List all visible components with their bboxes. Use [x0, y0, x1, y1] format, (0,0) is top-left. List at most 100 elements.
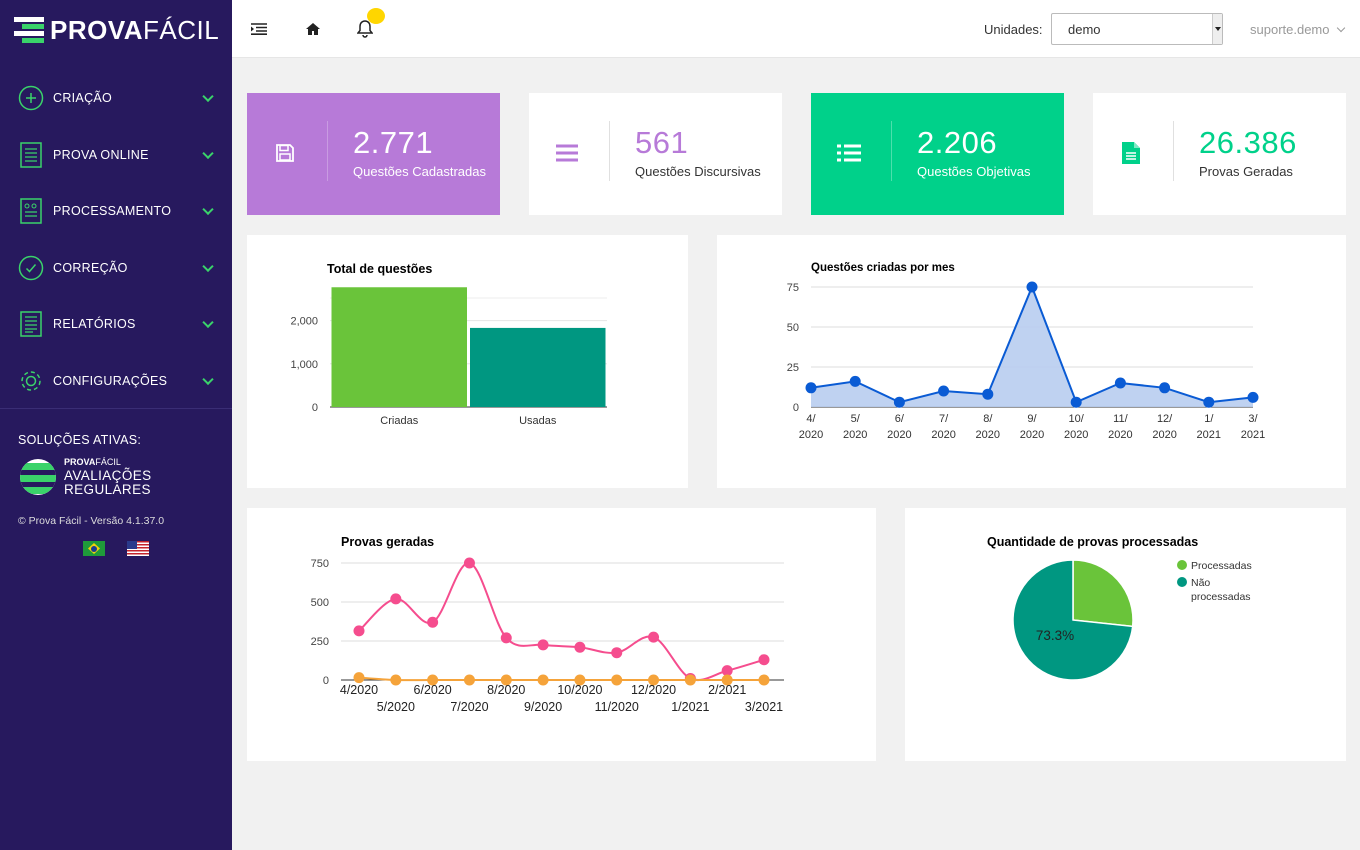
solutions-title: SOLUÇÕES ATIVAS:	[18, 433, 142, 447]
card-label: Questões Cadastradas	[353, 164, 486, 179]
x-tick-label: 6/	[895, 413, 905, 425]
chevron-down-icon	[202, 147, 214, 159]
report-icon	[18, 311, 44, 337]
solution-logo[interactable]: PROVAFÁCIL AVALIAÇÕES REGULARES	[18, 456, 168, 498]
y-tick-label: 0	[312, 402, 318, 414]
sidebar-item-configuracoes[interactable]: CONFIGURAÇÕES	[0, 353, 232, 410]
chevron-down-icon	[202, 260, 214, 272]
lines-icon	[555, 141, 579, 165]
data-point	[1114, 377, 1126, 389]
y-tick-label: 25	[787, 362, 799, 374]
x-tick-label: 2021	[1241, 429, 1265, 441]
select-arrow-icon	[1212, 14, 1222, 44]
data-point	[390, 674, 402, 686]
data-point	[758, 654, 770, 666]
x-tick-label: 2020	[1020, 429, 1044, 441]
pie-chart: 73.3% Processadas Não processadas	[1012, 559, 1252, 681]
data-point	[721, 665, 733, 677]
sidebar-item-label: CRIAÇÃO	[53, 91, 113, 106]
x-tick-label: 2020	[1152, 429, 1176, 441]
chart-panel-questoes-mes: Questões criadas por mes 0 25 50 75 4/2020 5/…	[717, 235, 1346, 488]
x-tick-label: 2020	[1064, 429, 1088, 441]
x-tick-label: 7/2020	[450, 700, 488, 714]
x-tick-label: 3/2021	[745, 700, 783, 714]
sidebar-item-label: PROCESSAMENTO	[53, 204, 172, 219]
solution-brand-bold: PROVA	[64, 457, 96, 467]
data-point	[611, 647, 623, 659]
sidebar-item-label: CONFIGURAÇÕES	[53, 373, 168, 388]
x-tick-label: 1/2021	[671, 700, 709, 714]
sidebar-item-processamento[interactable]: PROCESSAMENTO	[0, 183, 232, 240]
x-tick-label: 10/2020	[557, 683, 602, 697]
card-divider	[1173, 121, 1174, 181]
data-point	[574, 674, 586, 686]
card-value: 2.206	[917, 125, 998, 160]
y-tick-label: 1,000	[290, 359, 318, 371]
data-point	[805, 382, 817, 394]
data-point	[938, 385, 950, 397]
chart-panel-provas-processadas: Quantidade de provas processadas 73.3% Pr…	[905, 508, 1346, 761]
y-tick-label: 500	[311, 597, 329, 609]
sidebar-menu: CRIAÇÃO PROVA ONLINE PROCESSAMENTO CORRE…	[0, 70, 232, 409]
data-point	[982, 388, 994, 400]
bell-icon[interactable]	[354, 18, 376, 40]
card-label: Provas Geradas	[1199, 164, 1293, 179]
x-tick-label: 9/	[1027, 413, 1037, 425]
plus-circle-icon	[18, 85, 44, 111]
x-tick-label: 9/2020	[524, 700, 562, 714]
data-point	[574, 641, 586, 653]
card-value: 561	[635, 125, 689, 160]
data-point	[500, 674, 512, 686]
usa-flag-icon[interactable]	[127, 541, 149, 556]
data-point	[463, 557, 475, 569]
x-tick-label: 7/	[939, 413, 949, 425]
data-point	[721, 674, 733, 686]
line-chart: 0 250 500 750 4/2020 5/2020 6/2020 7/2020 8/2020…	[311, 557, 784, 714]
data-point	[537, 639, 549, 651]
sidebar-item-criacao[interactable]: CRIAÇÃO	[0, 70, 232, 127]
sidebar-item-prova-online[interactable]: PROVA ONLINE	[0, 127, 232, 184]
x-tick-label: 2020	[843, 429, 867, 441]
document-list-icon	[18, 142, 44, 168]
legend-label: processadas	[1191, 591, 1251, 603]
bar-chart: 0 1,000 2,000 Criadas Usadas	[290, 287, 607, 427]
data-point	[353, 672, 365, 684]
data-point	[611, 674, 623, 686]
chevron-down-icon	[202, 203, 214, 216]
y-tick-label: 2,000	[290, 316, 318, 328]
data-point	[648, 674, 660, 686]
user-menu[interactable]: suporte.demo	[1250, 22, 1345, 37]
brazil-flag-icon[interactable]	[83, 541, 105, 556]
data-point	[427, 616, 439, 628]
chart-title: Questões criadas por mes	[811, 262, 955, 274]
x-tick-label: 2020	[799, 429, 823, 441]
stat-card-questoes-cadastradas: 2.771 Questões Cadastradas	[247, 93, 500, 215]
menu-toggle-icon[interactable]	[248, 18, 270, 40]
y-tick-label: 0	[793, 402, 799, 414]
x-tick-label: 2020	[976, 429, 1000, 441]
home-icon[interactable]	[302, 18, 324, 40]
sidebar-divider	[0, 408, 232, 409]
x-tick-label: 12/	[1157, 413, 1173, 425]
solution-name: AVALIAÇÕES REGULARES	[64, 469, 152, 497]
data-point	[1159, 382, 1171, 394]
top-bar: Unidades: demo suporte.demo	[232, 0, 1360, 58]
check-circle-icon	[18, 255, 44, 281]
chart-panel-total-questoes: Total de questões 0 1,000 2,000 Criadas Usad…	[247, 235, 688, 488]
data-point	[390, 593, 402, 605]
card-divider	[609, 121, 610, 181]
x-tick-label: 3/	[1248, 413, 1258, 425]
data-point	[353, 625, 365, 637]
area-chart: 0 25 50 75 4/2020 5/2020 6/2020 7/2020 8/2020 9/2…	[787, 281, 1265, 441]
solution-mark-icon	[20, 459, 56, 495]
data-point	[684, 674, 696, 686]
sidebar-item-correcao[interactable]: CORREÇÃO	[0, 240, 232, 297]
x-tick-label: 8/2020	[487, 683, 525, 697]
y-tick-label: 75	[787, 282, 799, 294]
data-point	[427, 674, 439, 686]
brand-logo[interactable]: PROVAFÁCIL	[14, 16, 219, 44]
sidebar-item-relatorios[interactable]: RELATÓRIOS	[0, 296, 232, 353]
bar	[331, 287, 467, 407]
units-select[interactable]: demo	[1051, 13, 1223, 45]
card-value: 2.771	[353, 125, 434, 160]
